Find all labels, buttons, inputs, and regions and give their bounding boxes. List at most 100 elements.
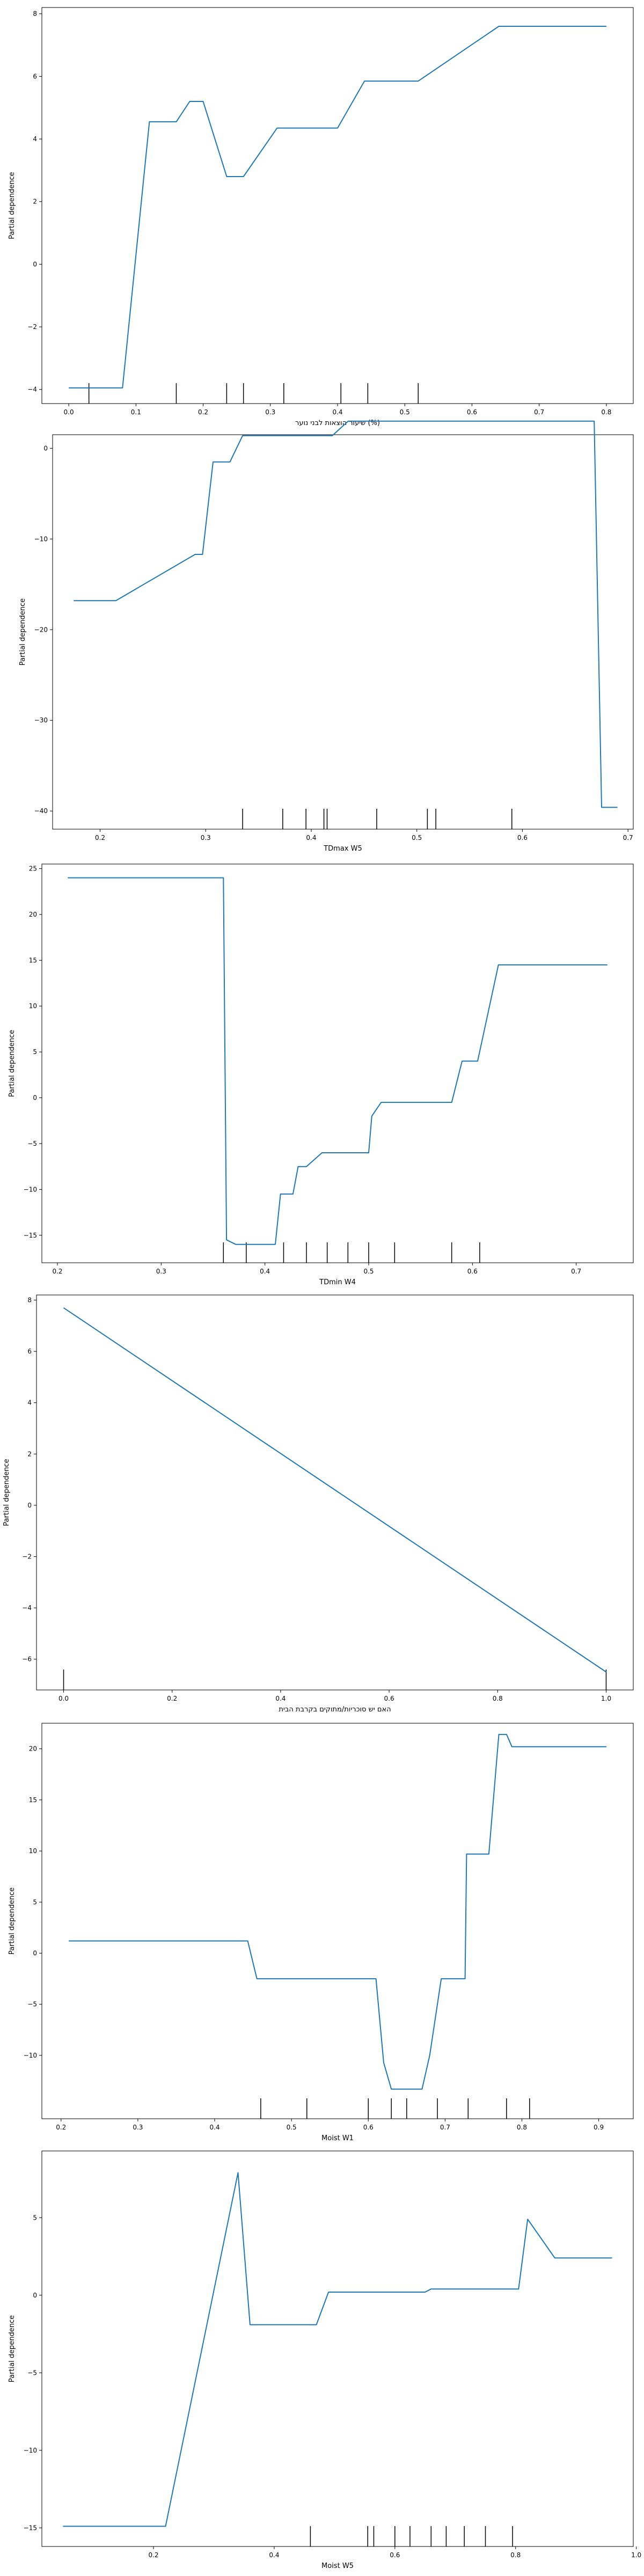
data-point <box>617 807 618 808</box>
x-tick-label: 1.0 <box>601 1695 611 1702</box>
y-tick-label: 2 <box>33 198 37 206</box>
data-point <box>115 600 116 601</box>
x-tick-label: 0.2 <box>56 2124 66 2131</box>
x-tick-label: 0.7 <box>623 834 633 841</box>
x-tick-label: 0.2 <box>52 1268 62 1275</box>
pd-line <box>74 420 618 808</box>
data-point <box>422 2089 423 2090</box>
data-point <box>63 1307 64 1308</box>
data-point <box>242 435 243 436</box>
data-point <box>488 1854 489 1855</box>
y-tick-label: 0 <box>33 1094 37 1102</box>
x-tick-label: 0.8 <box>493 1695 503 1702</box>
data-point <box>554 2258 555 2259</box>
y-tick-label: 5 <box>33 2214 37 2221</box>
data-point <box>425 2292 426 2293</box>
x-tick-label: 0.8 <box>510 2551 521 2559</box>
x-tick-label: 0.3 <box>133 2124 143 2131</box>
x-tick-label: 0.2 <box>167 1695 177 1702</box>
data-point <box>606 26 607 27</box>
data-point <box>223 877 224 879</box>
x-tick-label: 0.8 <box>601 408 611 416</box>
data-point <box>612 2258 613 2259</box>
y-tick-label: 25 <box>29 865 37 873</box>
y-tick-label: 20 <box>29 1745 37 1753</box>
data-point <box>165 2526 166 2527</box>
data-point <box>364 80 365 82</box>
y-tick-label: 2 <box>27 1450 32 1458</box>
data-point <box>499 1734 500 1735</box>
x-tick-label: 0.3 <box>265 408 275 416</box>
plot-frame <box>36 1294 634 1690</box>
y-axis-label: Partial dependence <box>8 1887 16 1955</box>
data-point <box>247 1941 248 1942</box>
data-point <box>462 1060 463 1062</box>
x-tick-label: 0.4 <box>275 1695 286 1702</box>
x-tick-label: 0.4 <box>209 2124 219 2131</box>
data-point <box>391 2089 392 2090</box>
plot-frame <box>41 2150 634 2547</box>
x-tick-label: 0.2 <box>148 2551 158 2559</box>
x-axis-label: שיעור הוצאות לבני נוער (%) <box>295 419 380 427</box>
y-tick-label: 0 <box>33 1949 37 1957</box>
y-tick-label: 0 <box>33 260 37 268</box>
y-tick-label: −5 <box>27 1140 37 1147</box>
data-point <box>376 1978 377 1979</box>
data-point <box>527 2219 528 2220</box>
x-tick-label: 0.4 <box>260 1268 270 1275</box>
data-point <box>306 1166 307 1167</box>
data-point <box>238 2172 239 2174</box>
data-point <box>607 964 608 965</box>
x-tick-label: 0.6 <box>363 2124 374 2131</box>
chart-panel-5: 0.2 0.3 0.4 0.5 0.6 0.7 0.8 0.9 −10 −5 0 5 10 15 20 Moi… <box>8 1723 634 2142</box>
chart-panel-4: 0.0 0.2 0.4 0.6 0.8 1.0 −6 −4 −2 0 2 4 6 8 האם יש סוכר… <box>3 1294 634 1714</box>
data-point <box>226 176 228 177</box>
x-tick-label: 0.8 <box>517 2124 527 2131</box>
x-tick-label: 0.6 <box>467 408 477 416</box>
data-point <box>506 1734 507 1735</box>
y-tick-label: −4 <box>27 386 37 393</box>
y-axis-label: Partial dependence <box>19 598 27 665</box>
data-point <box>74 600 75 601</box>
data-point <box>149 121 150 122</box>
x-tick-label: 0.6 <box>467 1268 478 1275</box>
data-point <box>68 877 69 879</box>
data-point <box>63 2526 64 2527</box>
y-tick-label: 0 <box>27 1502 32 1509</box>
data-point <box>498 964 499 965</box>
data-point <box>594 421 595 422</box>
data-point <box>176 121 177 122</box>
data-point <box>606 1746 607 1747</box>
data-point <box>202 554 203 555</box>
x-tick-label: 0.0 <box>64 408 74 416</box>
data-point <box>298 1166 299 1167</box>
data-point <box>429 2055 430 2056</box>
data-point <box>601 807 602 808</box>
data-point <box>348 421 349 422</box>
data-point <box>321 1152 323 1153</box>
x-tick-label: 0.6 <box>390 2551 400 2559</box>
x-tick-label: 0.6 <box>384 1695 394 1702</box>
y-tick-label: −2 <box>22 1553 32 1560</box>
data-point <box>226 1239 227 1240</box>
chart-panel-1: 0.0 0.1 0.2 0.3 0.4 0.5 0.6 0.7 0.8 −4 −2 0 2 4 6 8 שיעו… <box>8 7 634 427</box>
x-axis-label: Moist W1 <box>321 2134 354 2142</box>
chart-panel-3: 0.2 0.3 0.4 0.5 0.6 0.7 −15 −10 −5 0 5 10 15 20 25 TDmi… <box>8 863 634 1286</box>
x-tick-label: 0.6 <box>517 834 528 841</box>
y-tick-label: 15 <box>29 956 37 964</box>
data-point <box>276 128 277 129</box>
x-axis-label: האם יש סוכריות/מתוקים בקרבת הבית <box>279 1706 391 1714</box>
pd-line <box>69 26 606 389</box>
data-point <box>465 1978 466 1979</box>
y-tick-label: −30 <box>34 716 48 724</box>
x-tick-label: 0.4 <box>332 408 342 416</box>
x-tick-label: 1.0 <box>631 2551 641 2559</box>
data-point <box>236 1244 237 1245</box>
data-point <box>466 1854 467 1855</box>
y-tick-label: −10 <box>34 535 48 543</box>
data-point <box>337 128 338 129</box>
x-tick-label: 0.4 <box>306 834 316 841</box>
y-tick-label: −15 <box>24 2524 37 2531</box>
